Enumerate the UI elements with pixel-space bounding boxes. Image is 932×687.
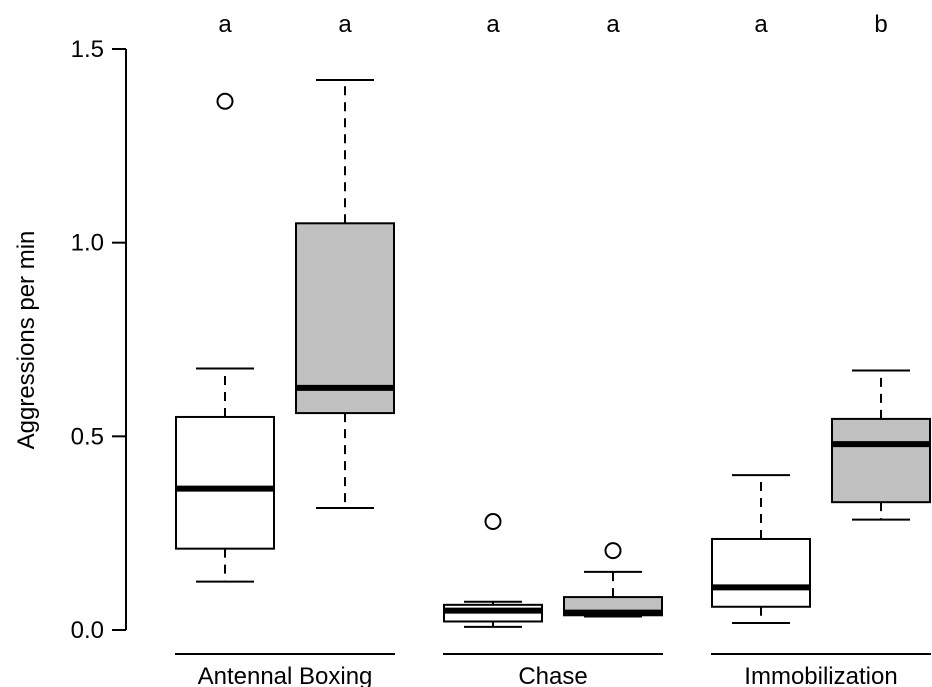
box: a <box>175 11 275 583</box>
iqr-box <box>711 537 811 608</box>
significance-letter: a <box>606 11 620 38</box>
box: a <box>563 11 663 618</box>
significance-letter: a <box>486 11 500 38</box>
box: b <box>831 11 931 521</box>
box: a <box>295 11 395 509</box>
significance-letter: a <box>338 11 352 38</box>
group-label: Antennal Boxing <box>198 663 373 687</box>
box-group: Immobilization a b <box>711 11 931 687</box>
group-label: Immobilization <box>744 663 897 687</box>
box: a <box>711 11 811 625</box>
outlier-point <box>484 513 502 531</box>
y-axis: 0.0 0.5 1.0 1.5 <box>71 36 127 644</box>
group-label: Chase <box>518 663 587 687</box>
significance-letter: a <box>218 11 232 38</box>
box: a <box>443 11 543 628</box>
y-tick-label: 0.0 <box>71 617 104 644</box>
y-tick-label: 0.5 <box>71 423 104 450</box>
y-axis-title: Aggressions per min <box>13 231 40 450</box>
significance-letter: b <box>874 11 887 38</box>
y-tick-label: 1.0 <box>71 230 104 257</box>
iqr-box <box>175 415 275 550</box>
outlier-point <box>604 542 622 560</box>
y-tick-label: 1.5 <box>71 36 104 63</box>
box-group: Chase a a <box>443 11 663 687</box>
iqr-box <box>295 222 395 415</box>
outlier-point <box>216 92 234 110</box>
box-group: Antennal Boxing a a <box>175 11 395 687</box>
iqr-box <box>831 417 931 504</box>
significance-letter: a <box>754 11 768 38</box>
box-groups: Antennal Boxing a a Chase a a Immobilization a b <box>175 11 931 687</box>
